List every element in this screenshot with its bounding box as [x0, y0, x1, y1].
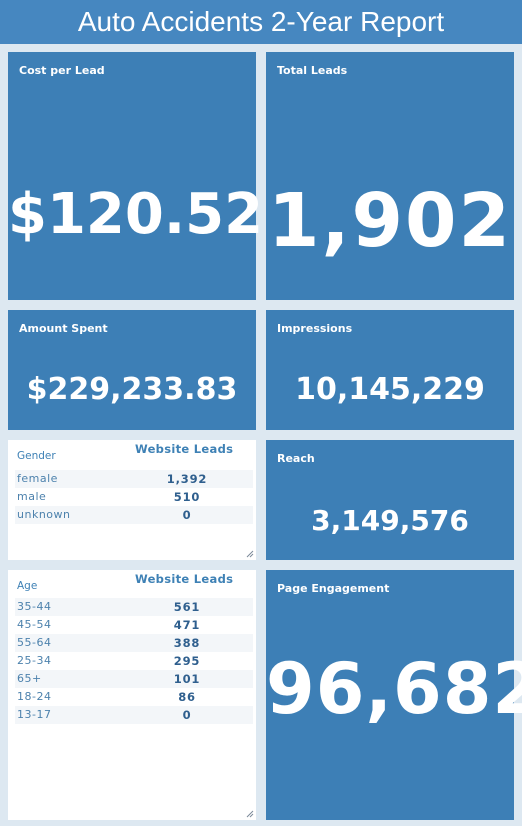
table-row: 25-34 295 [15, 652, 253, 670]
table-body: female 1,392 male 510 unknown 0 [15, 470, 253, 524]
row-dimension: 45-54 [17, 618, 52, 631]
tile-label: Reach [277, 452, 315, 465]
row-value: 471 [173, 618, 201, 632]
tile-cost-per-lead[interactable]: Cost per Lead $120.52 [8, 52, 264, 300]
table-body: 35-44 561 45-54 471 55-64 388 25-34 295 … [15, 598, 253, 724]
report-title: Auto Accidents 2-Year Report [0, 0, 522, 44]
row-dimension: 25-34 [17, 654, 52, 667]
table-row: 18-24 86 [15, 688, 253, 706]
tile-impressions[interactable]: Impressions 10,145,229 [266, 310, 514, 430]
row-dimension: 55-64 [17, 636, 52, 649]
metric-column-header[interactable]: Website Leads [135, 572, 234, 586]
table-row: unknown 0 [15, 506, 253, 524]
age-leads-table[interactable]: Website Leads Age 35-44 561 45-54 471 55… [8, 570, 256, 820]
table-row: 65+ 101 [15, 670, 253, 688]
table-row: 13-17 0 [15, 706, 253, 724]
tile-reach[interactable]: Reach 3,149,576 [266, 440, 514, 560]
tile-page-engagement[interactable]: Page Engagement 96,682 [266, 570, 522, 820]
tile-value: 96,682 [266, 648, 522, 730]
row-value: 388 [173, 636, 201, 650]
row-dimension: 18-24 [17, 690, 52, 703]
table-row: male 510 [15, 488, 253, 506]
dimension-column-header[interactable]: Gender [17, 450, 56, 462]
row-value: 561 [173, 600, 201, 614]
gender-leads-table[interactable]: Website Leads Gender female 1,392 male 5… [8, 440, 256, 560]
tile-label: Impressions [277, 322, 353, 335]
table-row: 55-64 388 [15, 634, 253, 652]
tile-total-leads[interactable]: Total Leads 1,902 [266, 52, 514, 300]
table-row: female 1,392 [15, 470, 253, 488]
tile-value: $229,233.83 [26, 372, 238, 407]
row-dimension: 35-44 [17, 600, 52, 613]
row-value: 0 [182, 508, 192, 522]
tile-label: Page Engagement [277, 582, 390, 595]
tile-value: 3,149,576 [311, 504, 469, 537]
dimension-column-header[interactable]: Age [17, 580, 38, 592]
resize-handle-icon[interactable] [246, 810, 254, 818]
tile-value: $120.52 [8, 182, 264, 247]
tile-label: Cost per Lead [19, 64, 105, 77]
tile-value: 1,902 [267, 178, 513, 264]
row-value: 510 [173, 490, 201, 504]
row-dimension: female [17, 472, 58, 485]
table-row: 45-54 471 [15, 616, 253, 634]
row-dimension: 65+ [17, 672, 42, 685]
row-value: 0 [182, 708, 192, 722]
resize-handle-icon[interactable] [246, 550, 254, 558]
metric-column-header[interactable]: Website Leads [135, 442, 234, 456]
tile-label: Amount Spent [19, 322, 108, 335]
tile-value: 10,145,229 [295, 372, 485, 407]
row-dimension: male [17, 490, 47, 503]
row-value: 86 [178, 690, 196, 704]
row-value: 1,392 [166, 472, 208, 486]
row-value: 295 [173, 654, 201, 668]
row-dimension: 13-17 [17, 708, 52, 721]
tile-amount-spent[interactable]: Amount Spent $229,233.83 [8, 310, 256, 430]
row-dimension: unknown [17, 508, 71, 521]
table-row: 35-44 561 [15, 598, 253, 616]
tile-label: Total Leads [277, 64, 348, 77]
row-value: 101 [173, 672, 201, 686]
